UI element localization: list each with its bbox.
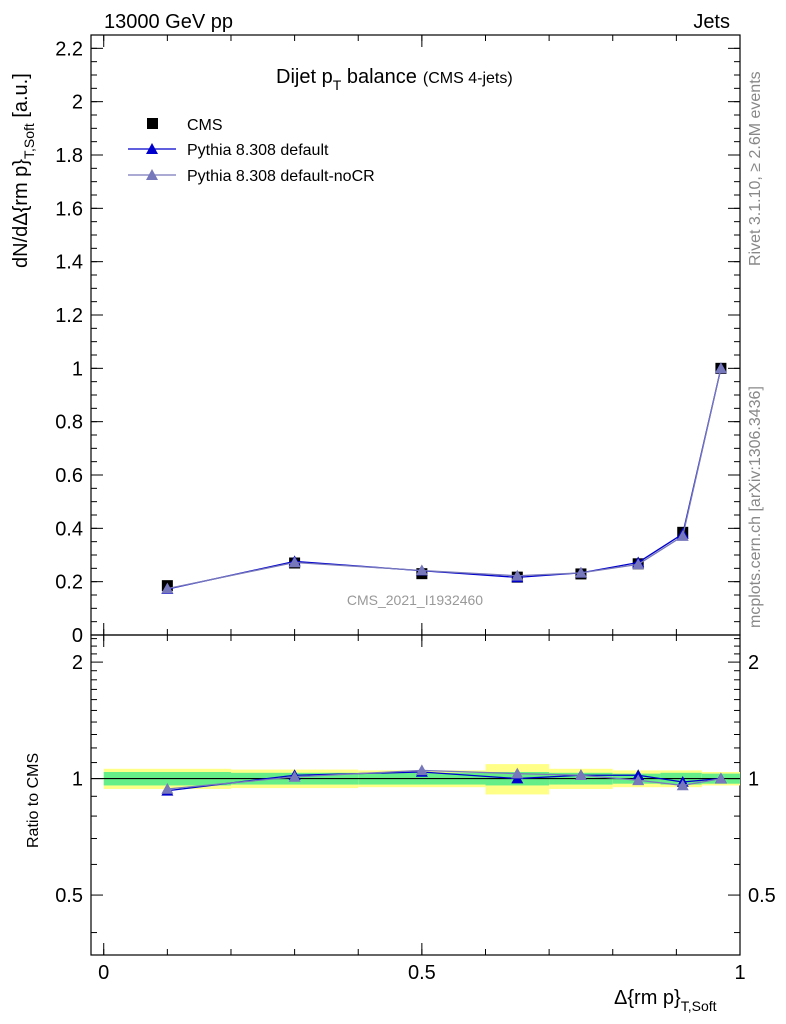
ratio-y-tick-label: 2 — [72, 652, 83, 674]
ratio-y-axis-label: Ratio to CMS — [25, 753, 42, 848]
ratio-plot-frame — [90, 634, 741, 956]
y-tick-label: 1.8 — [55, 145, 83, 167]
y-tick-label: 1 — [72, 358, 83, 380]
mc-series-marker-2 — [632, 558, 645, 570]
ratio-line-2 — [167, 769, 722, 790]
ratio-marker-2 — [574, 769, 587, 781]
series-lines — [161, 362, 727, 594]
ratio-marker-2 — [632, 774, 645, 786]
ratio-marker-2 — [676, 779, 689, 791]
legend-label-cms: CMS — [187, 117, 223, 134]
analysis-id-watermark: CMS_2021_I1932460 — [347, 592, 483, 608]
mc-series-marker-2 — [415, 564, 428, 576]
y-tick-label: 1.2 — [55, 305, 83, 327]
mc-series-line-1 — [167, 368, 722, 590]
y-tick-label: 1.6 — [55, 198, 83, 220]
mc-series-line-2 — [167, 368, 722, 590]
mcplots-label: mcplots.cern.ch [arXiv:1306.3436] — [747, 386, 764, 628]
mc-series-marker-2 — [574, 566, 587, 578]
mc-series-marker-2 — [511, 569, 524, 581]
ratio-line-1 — [167, 771, 721, 792]
legend-label-pythia-default: Pythia 8.308 default — [187, 142, 329, 159]
y-tick-label: 2.2 — [55, 38, 83, 60]
chart-title: Dijet pT balance (CMS 4-jets) — [276, 66, 513, 93]
ratio-lines — [161, 764, 727, 796]
ratio-marker-2 — [161, 782, 174, 794]
x-tick-label: 0 — [98, 962, 109, 984]
y-tick-label: 0.2 — [55, 572, 83, 594]
ratio-marker-2 — [415, 764, 428, 776]
mc-series-marker-2 — [714, 362, 727, 374]
mc-series-marker-2 — [288, 556, 301, 568]
ratio-y-tick-label-right: 1 — [748, 769, 759, 791]
y-tick-label: 0.6 — [55, 465, 83, 487]
x-tick-label: 1 — [734, 962, 745, 984]
y-tick-label: 0 — [72, 625, 83, 647]
legend-marker-pythia-nocr — [146, 169, 158, 180]
mc-series-marker-2 — [161, 582, 174, 594]
x-axis-label: Δ{rm p}T,Soft — [614, 987, 717, 1014]
y-axis-label: dN/dΔ{rm p}T,Soft [a.u.] — [10, 73, 37, 268]
legend-label-pythia-nocr: Pythia 8.308 default-noCR — [187, 168, 375, 185]
y-tick-label: 0.4 — [55, 518, 83, 540]
ratio-y-tick-label: 0.5 — [55, 885, 83, 907]
ratio-y-tick-label: 1 — [72, 769, 83, 791]
collision-energy-label: 13000 GeV pp — [104, 11, 233, 33]
legend-marker-cms — [147, 118, 158, 129]
x-tick-label: 0.5 — [408, 962, 436, 984]
legend: CMS Pythia 8.308 default Pythia 8.308 de… — [128, 117, 375, 185]
ratio-y-tick-label-right: 0.5 — [748, 885, 776, 907]
ratio-marker-2 — [511, 767, 524, 779]
y-tick-label: 0.8 — [55, 412, 83, 434]
process-label: Jets — [693, 11, 730, 33]
y-tick-label: 1.4 — [55, 252, 83, 274]
axes: 0 0.5 1 0 0.2 0.4 0.6 0.8 1 1.2 1.4 1.6 1.8 2 2.2 0.5 0.… — [55, 35, 776, 984]
rivet-version-label: Rivet 3.1.10, ≥ 2.6M events — [747, 71, 764, 266]
ratio-marker-2 — [288, 770, 301, 782]
legend-marker-pythia-default — [146, 143, 158, 154]
mc-series-marker-2 — [676, 530, 689, 541]
y-tick-label: 2 — [72, 92, 83, 114]
ratio-y-tick-label-right: 2 — [748, 652, 759, 674]
ratio-marker-2 — [714, 772, 727, 784]
